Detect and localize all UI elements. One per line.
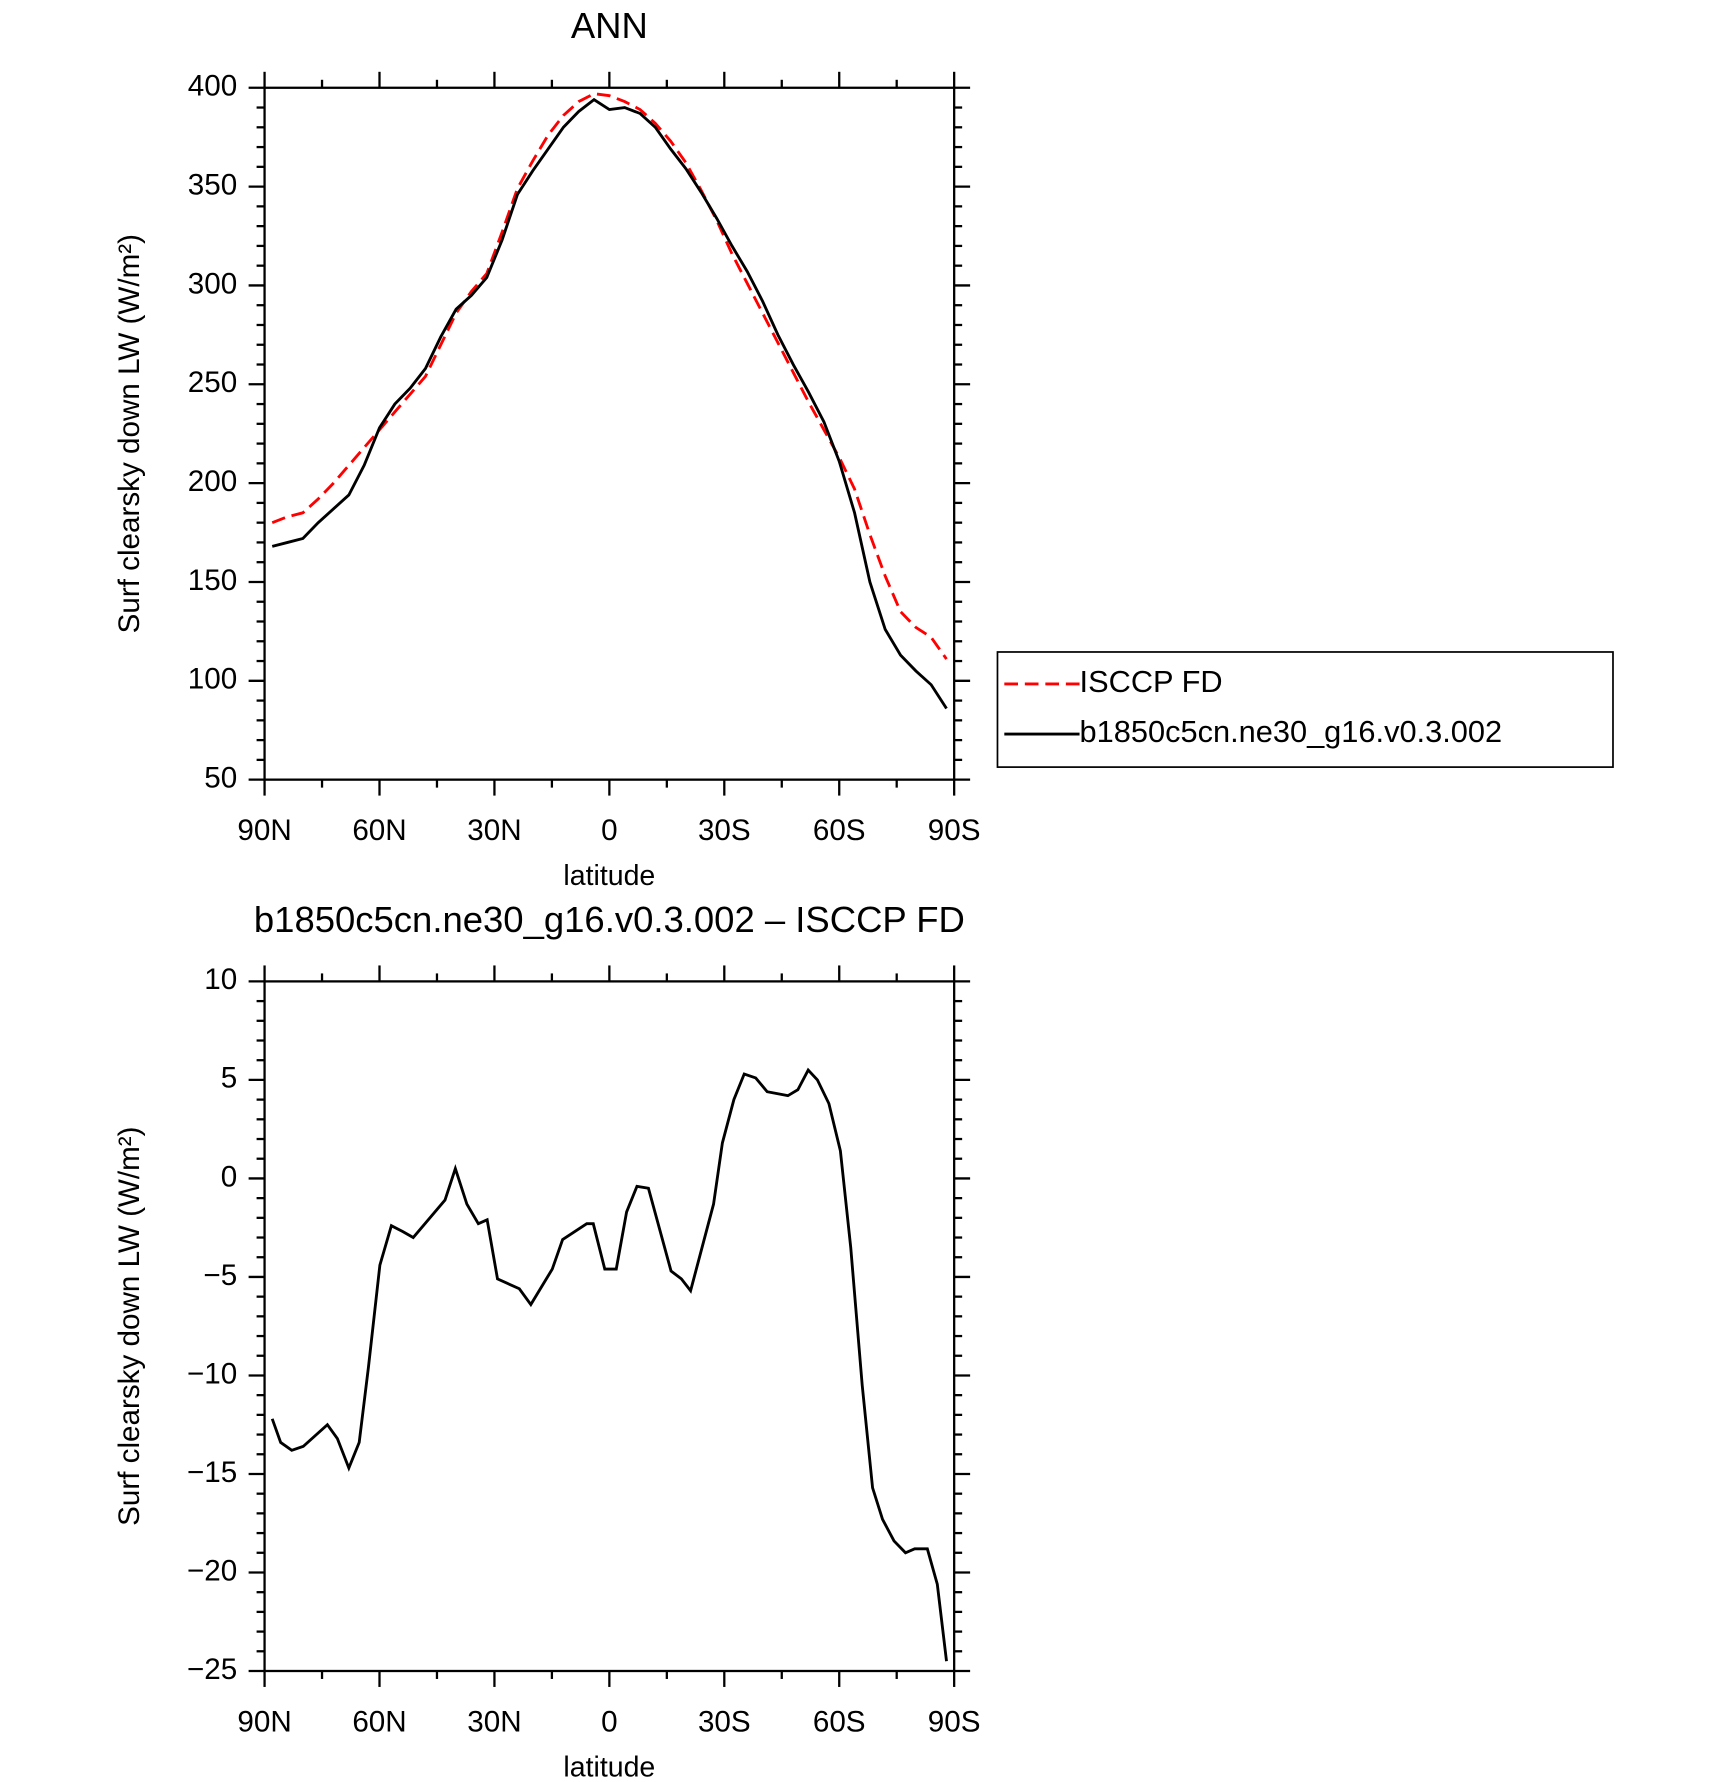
x-tick-label: 60S bbox=[813, 1705, 866, 1738]
y-tick-label: 250 bbox=[188, 366, 237, 399]
legend-label: ISCCP FD bbox=[1080, 664, 1223, 699]
y-tick-label: 50 bbox=[204, 761, 237, 794]
x-tick-label: 90N bbox=[237, 814, 291, 847]
y-tick-label: 150 bbox=[188, 564, 237, 597]
y-axis-label: Surf clearsky down LW (W/m²) bbox=[113, 1126, 146, 1525]
x-axis-label: latitude bbox=[563, 860, 655, 892]
x-tick-label: 0 bbox=[601, 1705, 617, 1738]
y-tick-label: −5 bbox=[203, 1259, 237, 1292]
x-tick-label: 30N bbox=[467, 1705, 521, 1738]
x-tick-label: 30N bbox=[467, 814, 521, 847]
series-line bbox=[271, 97, 948, 710]
legend-box bbox=[996, 651, 1614, 768]
y-axis-label: Surf clearsky down LW (W/m²) bbox=[113, 234, 146, 633]
x-tick-label: 90S bbox=[928, 814, 981, 847]
y-tick-label: 350 bbox=[188, 168, 237, 201]
series-line bbox=[270, 1067, 948, 1662]
x-tick-label: 30S bbox=[698, 1705, 751, 1738]
x-axis-label: latitude bbox=[563, 1752, 655, 1777]
y-tick-label: 5 bbox=[221, 1062, 237, 1095]
y-tick-label: 400 bbox=[188, 70, 237, 103]
y-tick-label: −25 bbox=[187, 1653, 237, 1686]
y-tick-label: −20 bbox=[187, 1554, 237, 1587]
plot-frame bbox=[263, 980, 956, 1673]
x-tick-label: 0 bbox=[601, 814, 617, 847]
x-tick-label: 60N bbox=[352, 1705, 406, 1738]
y-tick-label: −10 bbox=[187, 1357, 237, 1390]
series-line bbox=[271, 92, 948, 660]
x-tick-label: 90S bbox=[928, 1705, 981, 1738]
legend-label: b1850c5cn.ne30_g16.v0.3.002 bbox=[1080, 714, 1503, 749]
y-tick-label: 200 bbox=[188, 465, 237, 498]
x-tick-label: 90N bbox=[237, 1705, 291, 1738]
chart-title: ANN bbox=[571, 5, 648, 46]
y-tick-label: 100 bbox=[188, 663, 237, 696]
x-tick-label: 60N bbox=[352, 814, 406, 847]
y-tick-label: −15 bbox=[187, 1456, 237, 1489]
plot-frame bbox=[263, 86, 956, 781]
y-tick-label: 0 bbox=[221, 1160, 237, 1193]
y-tick-label: 300 bbox=[188, 267, 237, 300]
chart-title: b1850c5cn.ne30_g16.v0.3.002 – ISCCP FD bbox=[254, 899, 965, 940]
y-tick-label: 10 bbox=[204, 963, 237, 996]
x-tick-label: 30S bbox=[698, 814, 751, 847]
x-tick-label: 60S bbox=[813, 814, 866, 847]
